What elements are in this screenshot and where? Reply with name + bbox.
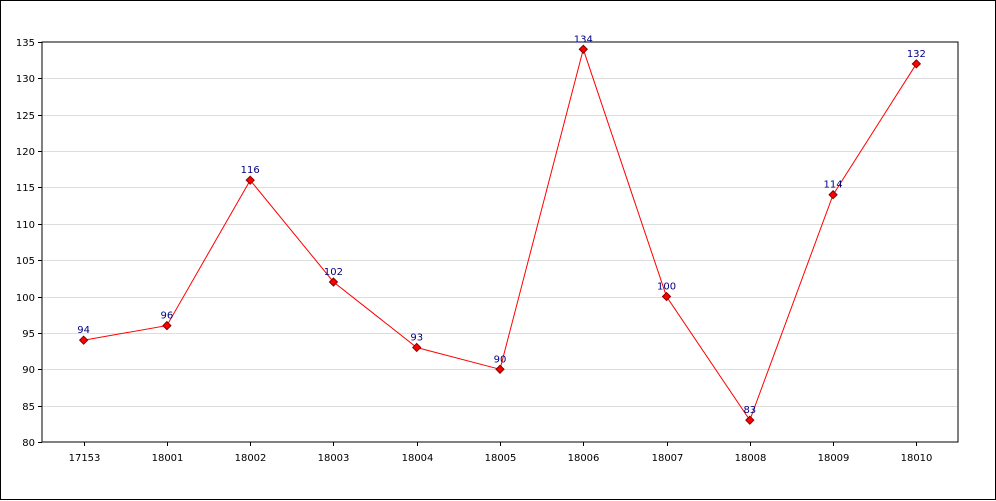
data-label: 96 <box>161 311 174 322</box>
data-point <box>412 342 422 353</box>
y-tick-label: 80 <box>22 438 35 449</box>
y-tick-label: 95 <box>22 329 35 340</box>
x-tick-label: 18002 <box>235 453 267 464</box>
x-tick-label: 18009 <box>818 453 850 464</box>
data-point <box>661 291 672 302</box>
data-label: 100 <box>657 282 676 293</box>
data-point <box>495 364 505 374</box>
data-point <box>745 415 755 425</box>
data-point <box>245 175 255 185</box>
y-tick-label: 85 <box>22 402 35 413</box>
data-point <box>162 320 172 331</box>
data-labels: 94 96 116 102 93 90 134 100 83 114 132 <box>77 34 926 416</box>
data-points <box>78 44 922 425</box>
y-tick-label: 135 <box>16 38 35 49</box>
x-axis: 17153 18001 18002 18003 18004 18005 18006 18007… <box>69 442 933 464</box>
y-tick-label: 90 <box>22 365 35 376</box>
x-tick-label: 18005 <box>485 453 517 464</box>
data-label: 83 <box>743 405 756 416</box>
data-label: 93 <box>410 332 423 343</box>
y-tick-label: 125 <box>16 111 35 122</box>
x-tick-label: 18010 <box>901 453 933 464</box>
data-point <box>828 190 838 200</box>
data-label: 132 <box>907 49 926 60</box>
data-point <box>578 44 588 54</box>
data-label: 116 <box>241 165 260 176</box>
y-tick-label: 100 <box>16 293 35 304</box>
data-point <box>78 335 89 345</box>
y-tick-label: 120 <box>16 147 35 158</box>
data-label: 114 <box>824 180 843 191</box>
x-tick-label: 18006 <box>568 453 600 464</box>
y-tick-label: 130 <box>16 74 35 85</box>
x-tick-label: 17153 <box>69 453 101 464</box>
grid-lines <box>43 78 957 407</box>
data-label: 94 <box>77 325 90 336</box>
data-label: 102 <box>324 267 343 278</box>
x-tick-label: 18004 <box>402 453 434 464</box>
y-tick-label: 115 <box>16 183 35 194</box>
plot-area <box>41 41 959 443</box>
y-axis: 80 85 90 95 100 105 110 115 120 125 130 135 <box>16 38 42 449</box>
data-label: 90 <box>494 354 507 365</box>
data-point <box>911 59 922 69</box>
x-tick-label: 18007 <box>652 453 684 464</box>
y-tick-label: 110 <box>16 220 35 231</box>
x-tick-label: 18008 <box>735 453 767 464</box>
x-tick-label: 18003 <box>318 453 350 464</box>
data-label: 134 <box>574 34 593 45</box>
data-point <box>328 277 339 287</box>
x-tick-label: 18001 <box>152 453 184 464</box>
y-tick-label: 105 <box>16 256 35 267</box>
